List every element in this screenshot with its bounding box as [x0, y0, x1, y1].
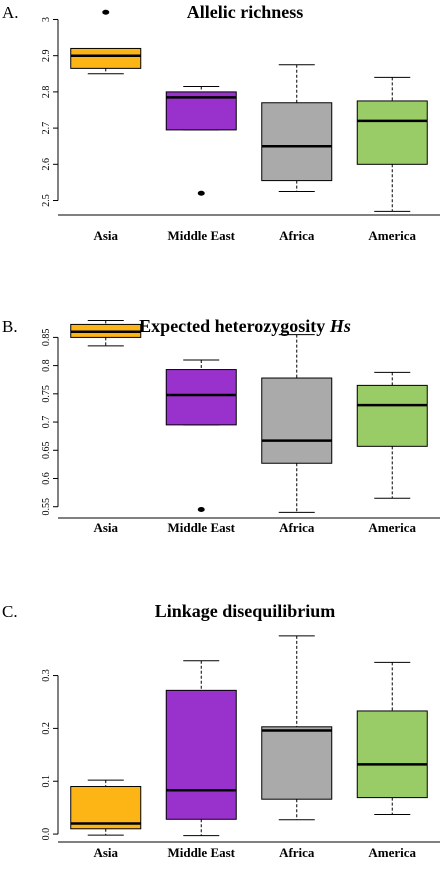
box: [261, 102, 333, 182]
chart-title: Expected heterozygosity Hs: [139, 316, 351, 336]
box: [70, 786, 142, 830]
y-tick-label: 0.1: [41, 775, 52, 788]
x-tick-label: America: [368, 228, 416, 243]
chart-title: Allelic richness: [187, 2, 303, 22]
x-tick-label: America: [368, 520, 416, 535]
y-tick-label: 0.75: [41, 385, 52, 403]
y-tick-label: 0.6: [41, 472, 52, 485]
title-text: Expected heterozygosity: [139, 316, 330, 336]
title-text: Allelic richness: [187, 2, 303, 22]
box: [165, 689, 237, 820]
box: [356, 710, 428, 799]
y-tick-label: 2.9: [41, 49, 52, 62]
y-tick-label: 0.85: [41, 329, 52, 347]
panel-label: A.: [2, 3, 19, 22]
x-tick-label: Africa: [279, 845, 315, 860]
y-tick-label: 0.2: [41, 722, 52, 735]
x-tick-label: Asia: [93, 228, 118, 243]
y-tick-label: 0.0: [41, 828, 52, 841]
chart-title: Linkage disequilibrium: [155, 601, 336, 621]
y-tick-label: 0.3: [41, 669, 52, 682]
y-tick-label: 0.7: [41, 416, 52, 429]
box: [165, 369, 237, 426]
box: [356, 100, 428, 165]
x-tick-label: Middle East: [167, 845, 235, 860]
outlier: [197, 507, 205, 513]
box: [261, 726, 333, 800]
y-tick-label: 0.8: [41, 359, 52, 372]
x-tick-label: America: [368, 845, 416, 860]
title-emphasis: Hs: [329, 316, 351, 336]
x-tick-label: Asia: [93, 520, 118, 535]
y-tick-label: 3: [41, 17, 52, 22]
panel-label: C.: [2, 602, 18, 621]
box: [356, 384, 428, 447]
y-tick-label: 0.65: [41, 442, 52, 460]
panel-label: B.: [2, 317, 18, 336]
y-tick-label: 0.55: [41, 498, 52, 516]
y-tick-label: 2.6: [41, 158, 52, 171]
y-tick-label: 2.7: [41, 122, 52, 135]
box: [261, 377, 333, 464]
outlier: [102, 9, 110, 15]
box: [70, 47, 142, 69]
outlier: [197, 190, 205, 196]
x-tick-label: Africa: [279, 520, 315, 535]
x-tick-label: Middle East: [167, 228, 235, 243]
title-text: Linkage disequilibrium: [155, 601, 336, 621]
y-tick-label: 2.8: [41, 86, 52, 99]
x-tick-label: Middle East: [167, 520, 235, 535]
y-tick-label: 2.5: [41, 194, 52, 207]
x-tick-label: Asia: [93, 845, 118, 860]
x-tick-label: Africa: [279, 228, 315, 243]
